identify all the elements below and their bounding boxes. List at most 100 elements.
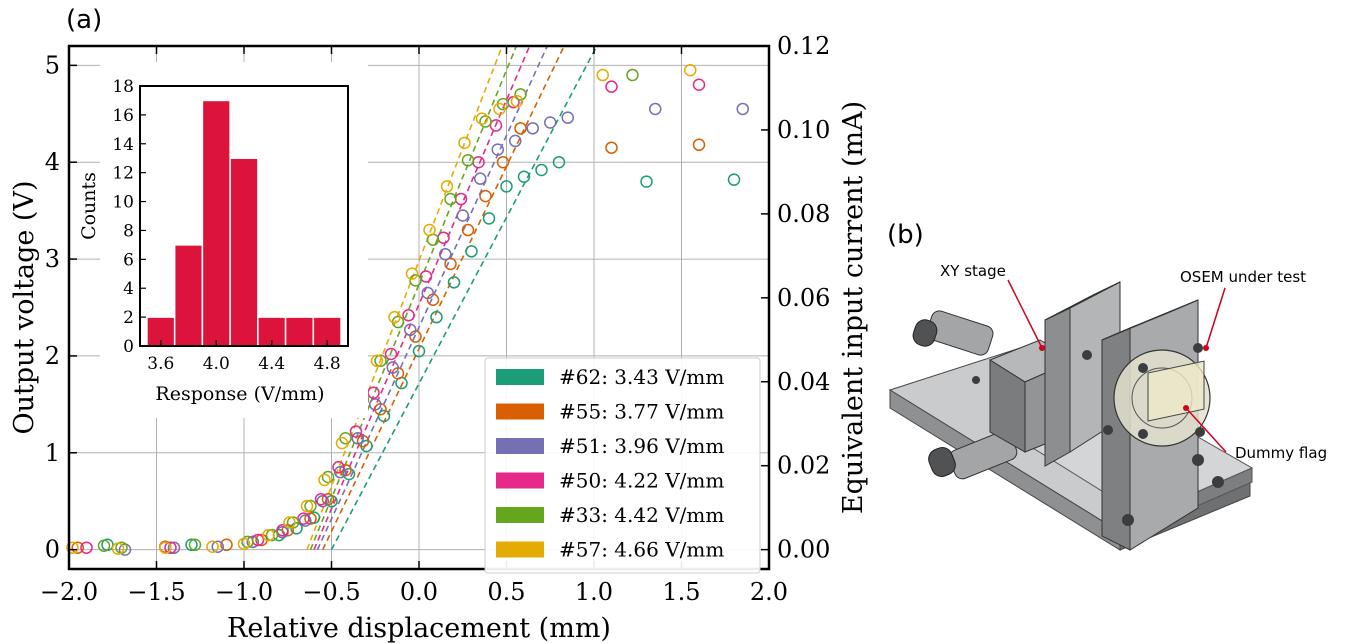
leader-dot-dummy-flag: [1183, 405, 1189, 411]
data-point: [71, 541, 84, 554]
inset-histogram: 3.6 4.0 4.4 4.8 0 2 4 6 8 10 12 14 16 18 Response (V/m…: [78, 62, 368, 418]
data-point: [596, 68, 609, 82]
data-point: [159, 541, 172, 554]
data-point: [351, 432, 364, 445]
data-point: [300, 499, 314, 513]
data-point: [489, 119, 503, 132]
data-point: [321, 470, 335, 484]
legend-swatch: [496, 403, 544, 420]
data-point: [496, 155, 510, 169]
inset-y-axis-label: Counts: [78, 172, 100, 240]
inset-y-tick-label: 10: [112, 193, 134, 213]
histogram-bar: [284, 316, 315, 347]
legend-box: [484, 357, 761, 574]
data-point: [304, 499, 317, 513]
data-point: [111, 542, 125, 555]
data-point: [342, 467, 356, 481]
data-point: [649, 102, 662, 116]
data-point: [456, 209, 469, 222]
data-point: [626, 68, 639, 82]
micrometer-lower-knob: [928, 447, 956, 477]
legend-entry: #51: 3.96 V/mm: [559, 434, 724, 458]
axes: −2.0 −1.5 −1.0 −0.5 0.0 0.5 1.0 1.5 2.00123450.0…: [40, 32, 831, 606]
data-point: [339, 463, 352, 477]
legend-swatch: [496, 438, 544, 454]
data-point: [386, 361, 399, 374]
data-point: [526, 122, 539, 135]
x-tick-label: −1.0: [215, 578, 273, 606]
data-point: [605, 141, 618, 154]
inset-x-tick-label: 3.6: [147, 354, 174, 374]
histogram-bar: [312, 316, 342, 347]
y-tick-label: 0: [45, 536, 60, 564]
bolt-head: [1212, 476, 1224, 488]
inset-y-tick-label: 6: [123, 250, 134, 270]
bolt-head: [1138, 429, 1148, 439]
data-point: [517, 170, 531, 183]
fit-line: [316, 45, 549, 550]
x-tick-label: 1.0: [575, 578, 613, 606]
bolt-head: [1195, 427, 1205, 437]
y-axis-label: Output voltage (V): [9, 181, 40, 435]
data-point: [444, 192, 457, 206]
bolt-head: [1082, 350, 1092, 360]
data-point: [404, 323, 417, 337]
data-point: [297, 512, 310, 525]
data-point: [409, 274, 422, 287]
data-point: [283, 516, 296, 529]
data-point: [491, 143, 504, 156]
legend: #62: 3.43 V/mm #55: 3.77 V/mm #51: 3.96 V/…: [484, 357, 761, 574]
data-point: [444, 257, 457, 271]
data-point: [370, 354, 384, 368]
fit-line: [313, 45, 531, 550]
inset-x-tick-label: 4.8: [314, 354, 341, 374]
data-point: [514, 88, 527, 101]
data-point: [692, 78, 706, 91]
data-point: [220, 538, 233, 552]
y2-tick-label: 0.00: [777, 536, 830, 564]
data-point: [369, 398, 382, 411]
x-tick-label: 2.0: [750, 578, 788, 606]
data-points: [66, 63, 749, 556]
data-point: [439, 247, 452, 261]
fit-line: [322, 45, 565, 550]
legend-swatch: [496, 541, 544, 558]
setup-illustration: [888, 279, 1254, 551]
y2-axis-label: Equivalent input current (mA): [838, 101, 869, 514]
x-tick-label: 0.5: [487, 578, 525, 606]
data-point: [412, 344, 426, 358]
y-tick-label: 2: [45, 342, 60, 370]
y2-tick-label: 0.08: [777, 200, 830, 228]
inset-frame: [139, 85, 349, 347]
data-point: [276, 524, 289, 537]
data-point: [262, 528, 275, 542]
x-axis-label: Relative displacement (mm): [227, 613, 611, 643]
data-point: [514, 122, 527, 135]
data-point: [552, 155, 566, 169]
x-tick-label: 1.5: [662, 578, 700, 606]
data-point: [246, 535, 259, 549]
inset-x-tick-label: 4.4: [258, 354, 285, 374]
data-point: [423, 223, 436, 237]
data-point: [66, 541, 79, 554]
data-point: [419, 270, 433, 283]
data-point: [405, 267, 419, 280]
dummy-flag-block: [1147, 360, 1205, 422]
histogram-bar: [173, 244, 204, 347]
panel-b-label: (b): [887, 220, 924, 250]
panel-a-label: (a): [66, 5, 102, 35]
data-point: [211, 540, 224, 553]
bolt-head: [1192, 454, 1204, 466]
data-point: [509, 134, 522, 148]
data-point: [188, 538, 202, 552]
leader-dot-xy-stage: [1039, 345, 1045, 351]
bolt-head: [1103, 425, 1113, 435]
data-point: [475, 112, 489, 125]
data-point: [377, 409, 391, 423]
histogram-bar: [201, 99, 231, 347]
data-point: [544, 116, 557, 129]
callout-dummy-flag: Dummy flag: [1235, 444, 1328, 462]
inset-x-tick-label: 4.0: [203, 354, 230, 374]
data-point: [237, 537, 251, 551]
inset-y-tick-label: 16: [112, 106, 134, 126]
